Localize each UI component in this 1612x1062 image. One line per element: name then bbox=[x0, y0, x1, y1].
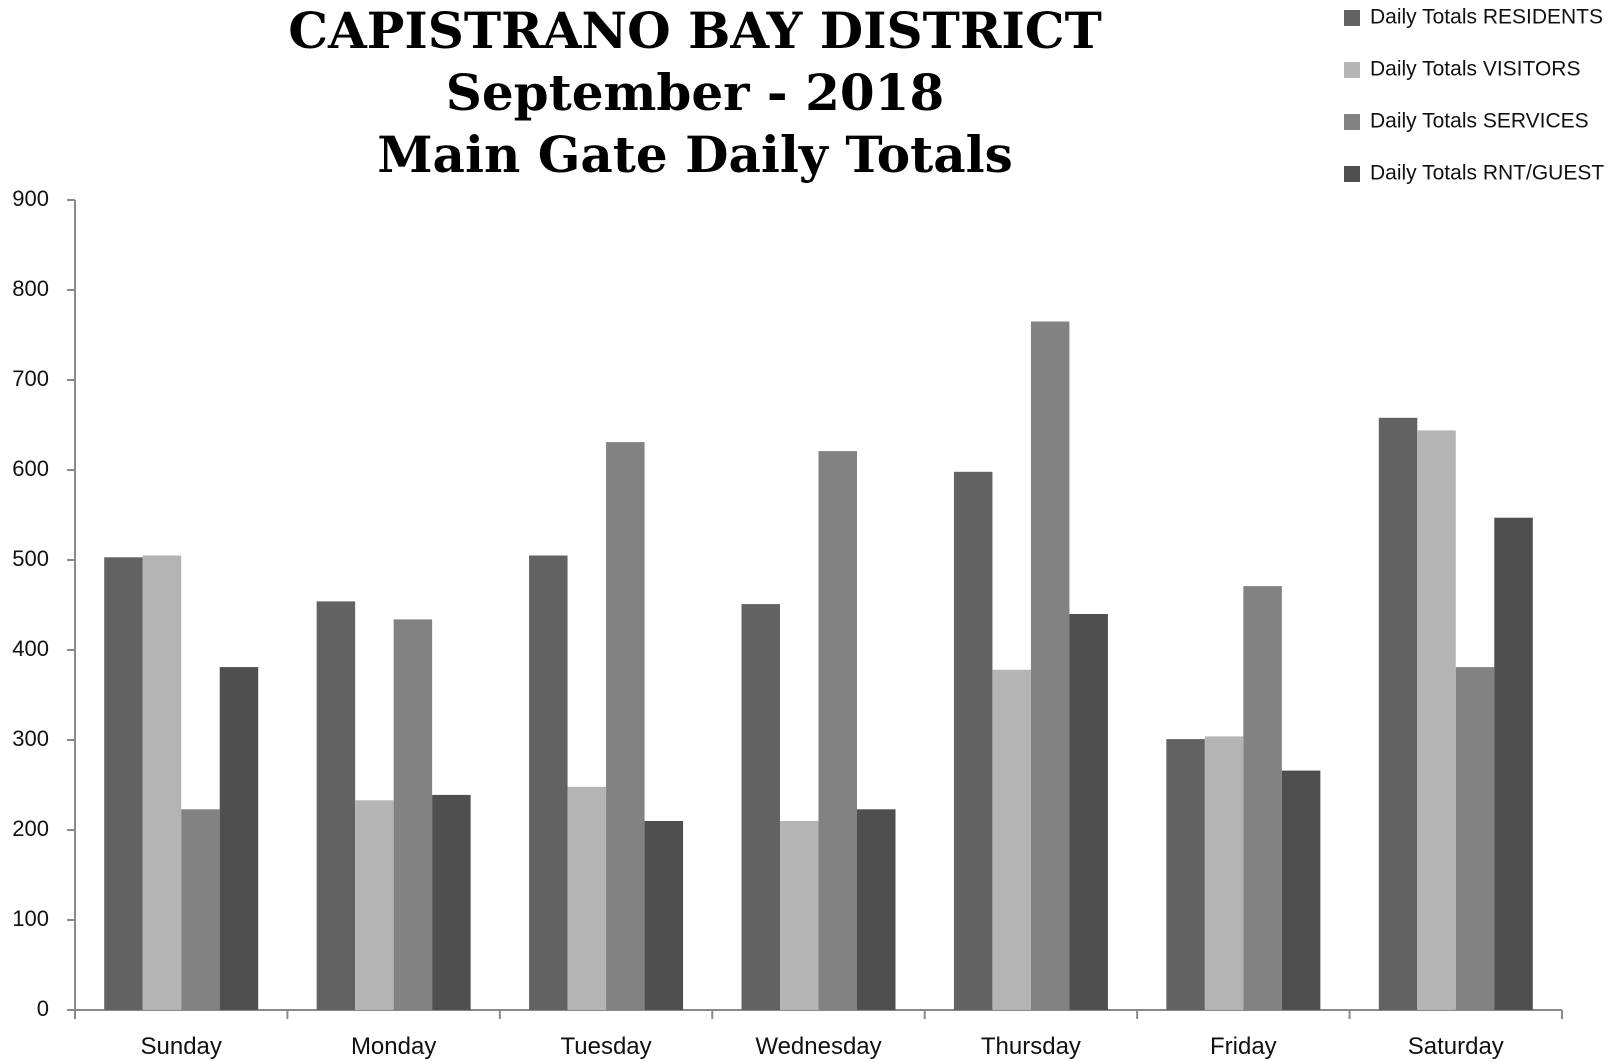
bar-rnt-guest-tuesday bbox=[644, 821, 684, 1010]
legend: Daily Totals RESIDENTS Daily Totals VISIT… bbox=[1344, 6, 1604, 185]
chart-title-line-1: CAPISTRANO BAY DISTRICT bbox=[288, 1, 1102, 60]
bar-visitors-friday bbox=[1204, 736, 1244, 1010]
x-tick-label: Monday bbox=[351, 1033, 436, 1060]
y-tick-label: 200 bbox=[12, 816, 49, 841]
bar-rnt-guest-sunday bbox=[219, 667, 259, 1010]
bar-residents-saturday bbox=[1378, 417, 1418, 1010]
x-axis: Sunday Monday Tuesday Wednesday Thursday Frid… bbox=[74, 1009, 1563, 1060]
chart-title-line-2: September - 2018 bbox=[446, 63, 945, 122]
legend-swatch bbox=[1344, 10, 1360, 26]
legend-label: Daily Totals SERVICES bbox=[1370, 110, 1589, 133]
x-tick-label: Sunday bbox=[141, 1033, 222, 1060]
legend-swatch bbox=[1344, 62, 1360, 78]
bar-visitors-sunday bbox=[142, 555, 182, 1010]
x-tick-label: Saturday bbox=[1408, 1033, 1504, 1060]
bar-residents-monday bbox=[316, 601, 356, 1010]
y-tick-label: 100 bbox=[12, 906, 49, 931]
bar-residents-thursday bbox=[953, 471, 993, 1010]
bar-residents-friday bbox=[1166, 739, 1205, 1010]
bar-residents-tuesday bbox=[529, 555, 568, 1010]
bars bbox=[104, 321, 1533, 1011]
bar-services-saturday bbox=[1455, 667, 1495, 1010]
bar-rnt-guest-wednesday bbox=[857, 809, 896, 1010]
bar-visitors-thursday bbox=[992, 669, 1031, 1010]
legend-label: Daily Totals RESIDENTS bbox=[1370, 6, 1603, 29]
chart-title-line-3: Main Gate Daily Totals bbox=[377, 125, 1013, 184]
bar-rnt-guest-monday bbox=[432, 794, 471, 1010]
bar-services-wednesday bbox=[818, 451, 857, 1011]
bar-services-tuesday bbox=[606, 442, 645, 1011]
legend-swatch bbox=[1344, 166, 1360, 182]
y-tick-label: 0 bbox=[37, 996, 49, 1021]
bar-services-monday bbox=[393, 619, 433, 1010]
y-tick-label: 500 bbox=[12, 546, 49, 571]
bar-visitors-monday bbox=[355, 800, 394, 1010]
y-tick-label: 700 bbox=[12, 366, 49, 391]
bar-visitors-wednesday bbox=[780, 821, 819, 1010]
y-axis: 0 100 200 300 400 500 600 700 800 900 bbox=[12, 186, 76, 1021]
x-tick-label: Friday bbox=[1210, 1033, 1277, 1060]
bar-services-sunday bbox=[181, 809, 220, 1010]
x-tick-label: Wednesday bbox=[755, 1033, 881, 1060]
x-tick-label: Tuesday bbox=[560, 1033, 651, 1060]
y-tick-label: 900 bbox=[12, 186, 49, 211]
x-tick-label: Thursday bbox=[981, 1033, 1081, 1060]
legend-label: Daily Totals VISITORS bbox=[1370, 58, 1580, 81]
bar-rnt-guest-saturday bbox=[1494, 517, 1533, 1010]
bar-visitors-saturday bbox=[1417, 430, 1456, 1010]
bar-rnt-guest-thursday bbox=[1069, 614, 1108, 1010]
y-tick-label: 300 bbox=[12, 726, 49, 751]
bar-services-thursday bbox=[1030, 321, 1070, 1010]
bar-rnt-guest-friday bbox=[1281, 770, 1321, 1010]
legend-swatch bbox=[1344, 114, 1360, 130]
legend-label: Daily Totals RNT/GUEST bbox=[1370, 162, 1604, 185]
bar-residents-wednesday bbox=[741, 604, 780, 1010]
bar-services-friday bbox=[1243, 586, 1282, 1010]
bar-residents-sunday bbox=[104, 557, 143, 1010]
y-tick-label: 800 bbox=[12, 276, 49, 301]
bar-visitors-tuesday bbox=[567, 786, 607, 1010]
y-tick-label: 600 bbox=[12, 456, 49, 481]
y-tick-label: 400 bbox=[12, 636, 49, 661]
